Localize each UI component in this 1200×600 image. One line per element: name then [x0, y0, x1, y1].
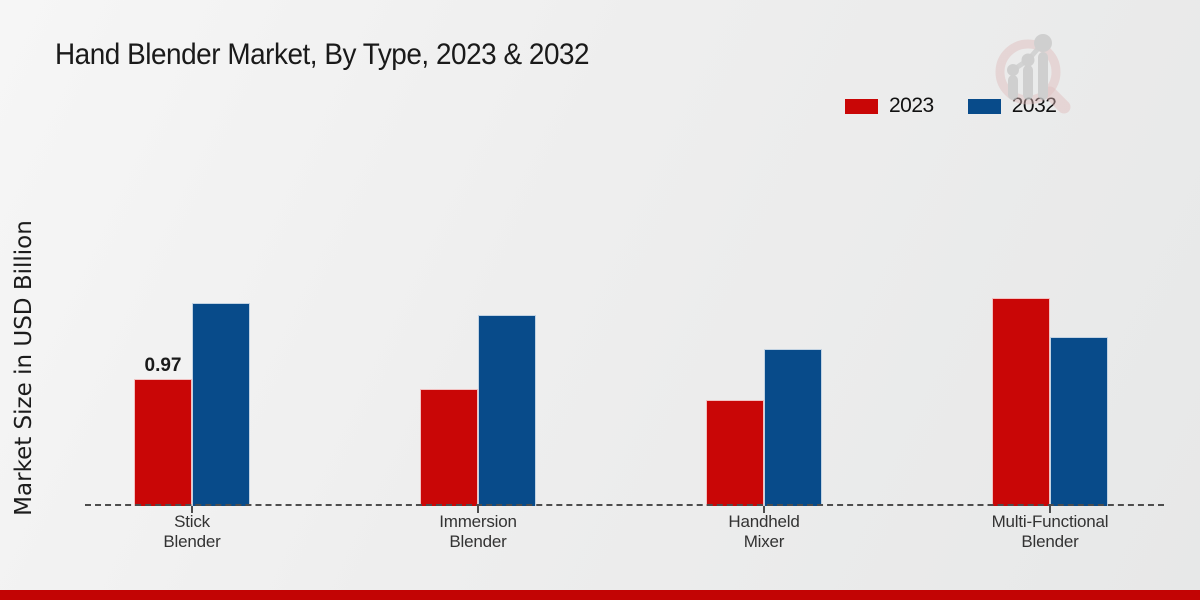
legend-item-2023: 2023 [845, 94, 934, 118]
legend: 2023 2032 [845, 94, 1057, 118]
value-label-2023-stick-blender: 0.97 [144, 355, 182, 376]
legend-label-2032: 2032 [1011, 94, 1057, 117]
footer-accent-stripe [0, 590, 1200, 600]
bar-2023-stick-blender [134, 379, 192, 506]
legend-item-2032: 2032 [967, 94, 1057, 118]
bar-2032-handheld-mixer [764, 349, 822, 506]
legend-swatch-2023 [845, 98, 878, 114]
bar-2032-immersion-blender [478, 315, 536, 506]
x-axis-tick-immersion-blender [477, 506, 479, 513]
x-axis-tick-multi-functional-blender [1049, 506, 1051, 513]
x-axis-tick-stick-blender [191, 506, 193, 513]
legend-label-2023: 2023 [889, 94, 934, 117]
chart-title: Hand Blender Market, By Type, 2023 & 203… [55, 38, 590, 71]
legend-swatch-2032 [967, 98, 1001, 114]
magnifier-bar-chart-logo-icon [995, 34, 1071, 114]
x-axis-baseline [85, 504, 1164, 506]
bar-2032-multi-functional-blender [1050, 337, 1108, 506]
category-label-multi-functional-blender: Multi-Functional Blender [991, 512, 1109, 551]
x-axis-tick-handheld-mixer [763, 506, 765, 513]
bar-2023-immersion-blender [420, 389, 478, 506]
category-label-handheld-mixer: Handheld Mixer [728, 512, 800, 551]
bar-2023-handheld-mixer [706, 400, 764, 506]
bar-2023-multi-functional-blender [992, 298, 1050, 506]
bar-2032-stick-blender [192, 303, 250, 506]
category-label-immersion-blender: Immersion Blender [439, 512, 517, 551]
category-label-stick-blender: Stick Blender [163, 512, 221, 551]
